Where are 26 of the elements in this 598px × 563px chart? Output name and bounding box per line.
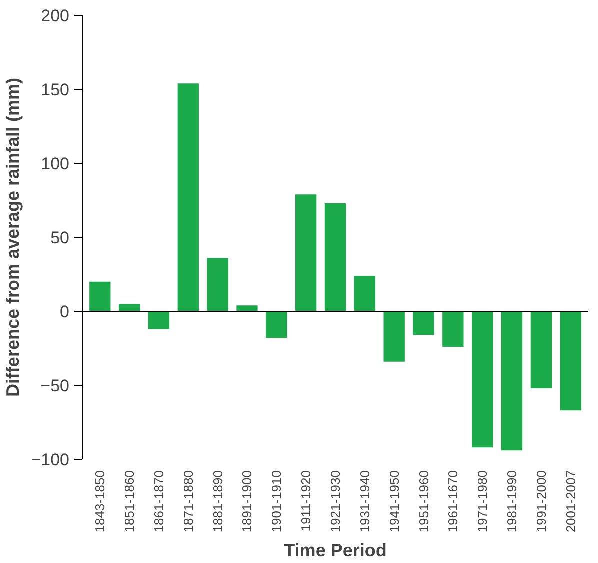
x-tick-label: 1931-1940 bbox=[357, 470, 372, 533]
x-axis-title: Time Period bbox=[284, 540, 387, 561]
x-tick-label: 1851-1860 bbox=[122, 470, 138, 533]
x-tick-label: 1891-1900 bbox=[240, 470, 255, 533]
y-tick-label: −50 bbox=[40, 376, 70, 396]
x-tick-label: 1971-1980 bbox=[475, 470, 490, 533]
x-tick-label: 1861-1870 bbox=[151, 470, 166, 533]
x-tick-label: 1981-1990 bbox=[504, 470, 520, 533]
y-tick-label: −100 bbox=[31, 450, 70, 470]
y-tick-label: 0 bbox=[60, 302, 70, 322]
x-tick-label: 1951-1960 bbox=[416, 470, 432, 533]
y-tick-label: 100 bbox=[41, 154, 70, 174]
y-tick-label: 50 bbox=[50, 228, 70, 248]
x-tick-label: 1991-2000 bbox=[534, 470, 549, 533]
x-tick-label: 1901-1910 bbox=[269, 470, 284, 533]
x-tick-label: 1871-1880 bbox=[180, 470, 196, 533]
y-tick-label: 200 bbox=[41, 6, 70, 26]
x-tick-label: 1911-1920 bbox=[298, 470, 314, 532]
x-tick-label: 1881-1890 bbox=[210, 470, 226, 533]
y-tick-label: 150 bbox=[41, 80, 70, 100]
y-axis-title: Difference from average rainfall (mm) bbox=[3, 78, 24, 398]
x-tick-label: 1961-1670 bbox=[446, 470, 461, 533]
x-tick-label: 1921-1930 bbox=[328, 470, 343, 533]
x-tick-label: 1941-1950 bbox=[386, 470, 402, 533]
x-tick-label: 2001-2007 bbox=[563, 470, 578, 533]
x-tick-label: 1843-1850 bbox=[92, 470, 108, 533]
